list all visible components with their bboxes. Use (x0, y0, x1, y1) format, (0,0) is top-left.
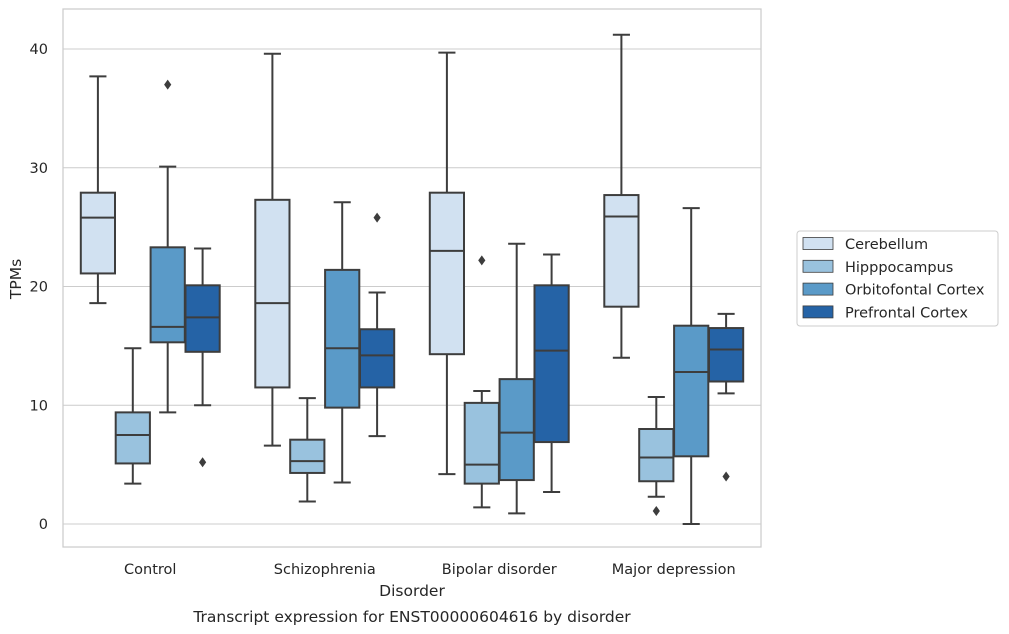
legend-frame (796, 230, 999, 327)
box-cerebellum (254, 52, 291, 447)
box-body (638, 428, 675, 483)
box-orbitofontal-cortex (149, 79, 186, 414)
x-tick-label: Bipolar disorder (442, 562, 557, 578)
x-axis-title: Disorder (379, 582, 445, 600)
x-tick-label: Major depression (612, 562, 736, 578)
legend-label: Cerebellum (845, 237, 928, 253)
box-hipppocampus (289, 397, 326, 503)
outlier-marker (652, 505, 660, 516)
legend-swatch (802, 237, 834, 250)
box-cerebellum (603, 33, 640, 359)
box-body (463, 401, 500, 485)
x-tick-label: Schizophrenia (274, 562, 376, 578)
box-orbitofontal-cortex (673, 207, 710, 525)
box-marks (79, 33, 745, 525)
y-tick-label: 20 (30, 280, 48, 296)
outlier-marker (199, 457, 207, 468)
y-tick-label: 0 (39, 517, 48, 533)
x-tick-labels: Control Schizophrenia Bipolar disorder Majo… (124, 562, 736, 578)
y-axis-title: TPMs (7, 259, 25, 300)
box-body (673, 324, 710, 458)
legend-label: Prefrontal Cortex (845, 305, 968, 321)
box-body (114, 411, 151, 465)
box-body (358, 328, 396, 389)
y-tick-labels: 0 10 20 30 40 (30, 42, 48, 533)
box-body (289, 438, 326, 474)
legend-items: Cerebellum Hipppocampus Orbitofontal Corte… (802, 237, 985, 321)
box-body (149, 246, 186, 344)
box-cerebellum (79, 75, 117, 305)
box-hipppocampus (463, 255, 500, 509)
box-body (498, 378, 535, 482)
box-prefrontal-cortex (184, 247, 221, 468)
plot-frame (62, 8, 762, 548)
box-body (428, 191, 466, 356)
figure-caption: Transcript expression for ENST0000060461… (192, 608, 631, 626)
box-body (254, 198, 291, 389)
outlier-marker (722, 471, 730, 482)
box-prefrontal-cortex (358, 212, 396, 438)
box-body (79, 191, 117, 275)
y-tick-label: 30 (30, 161, 48, 177)
legend: Cerebellum Hipppocampus Orbitofontal Corte… (796, 230, 999, 327)
outlier-marker (478, 255, 486, 266)
outlier-marker (373, 212, 381, 223)
box-body (184, 284, 221, 353)
legend-swatch (802, 282, 834, 296)
y-tick-label: 40 (30, 42, 48, 58)
box-prefrontal-cortex (533, 253, 570, 493)
legend-swatch (802, 259, 834, 273)
legend-swatch (802, 305, 834, 319)
legend-label: Orbitofontal Cortex (845, 283, 985, 299)
box-body (603, 194, 640, 308)
box-prefrontal-cortex (707, 312, 745, 482)
box-cerebellum (428, 51, 466, 476)
y-tick-label: 10 (30, 398, 48, 414)
box-orbitofontal-cortex (498, 242, 535, 515)
box-hipppocampus (638, 395, 675, 516)
legend-label: Hipppocampus (845, 260, 953, 276)
box-orbitofontal-cortex (324, 201, 361, 484)
box-body (707, 327, 745, 383)
box-body (324, 268, 361, 409)
x-tick-label: Control (124, 562, 176, 578)
box-body (533, 284, 570, 444)
box-hipppocampus (114, 347, 151, 485)
outlier-marker (164, 79, 172, 90)
